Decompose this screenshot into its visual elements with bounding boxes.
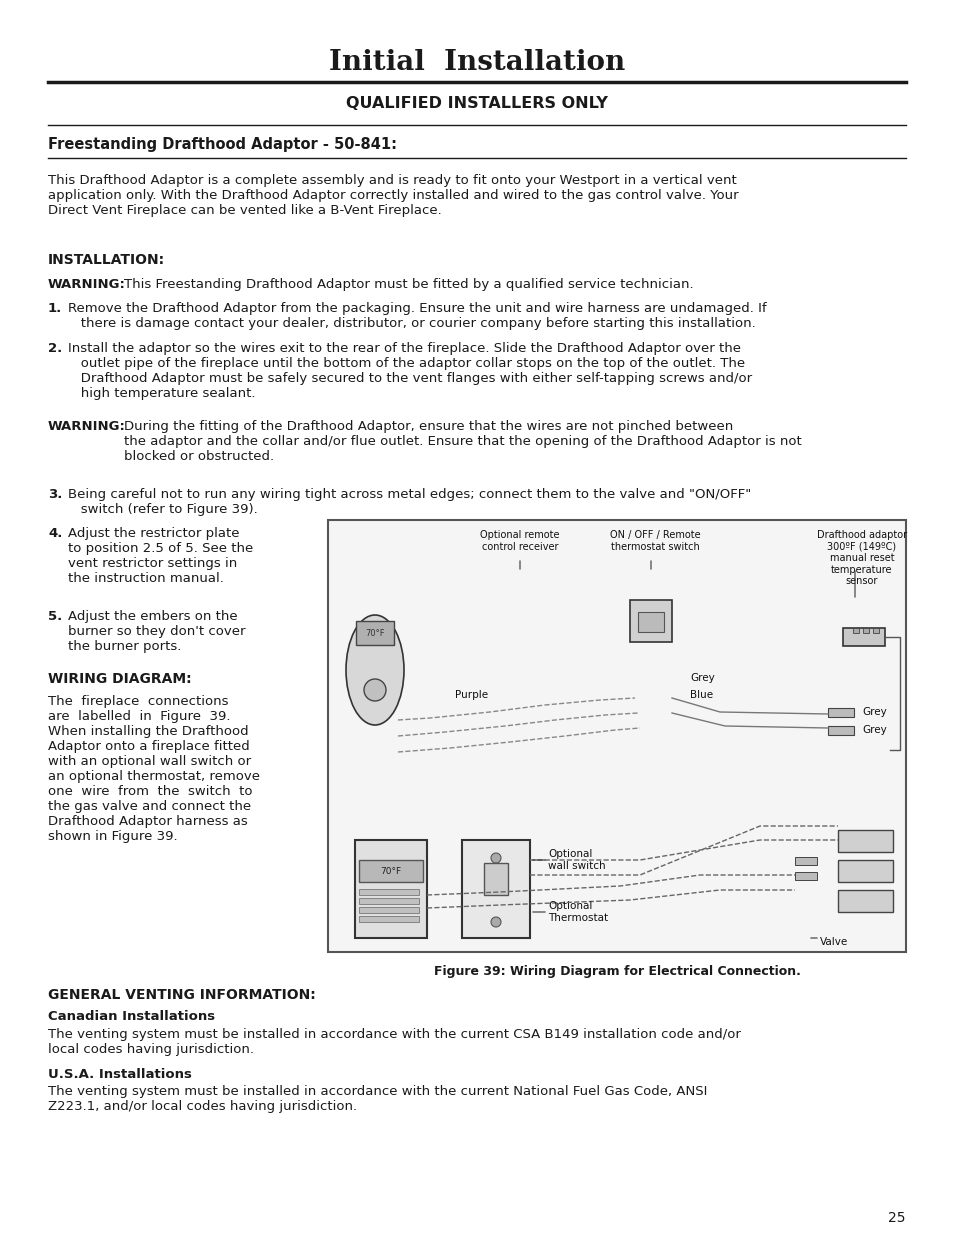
Bar bbox=[358, 889, 418, 895]
Bar bbox=[328, 520, 905, 952]
Text: Adjust the restrictor plate
to position 2.5 of 5. See the
vent restrictor settin: Adjust the restrictor plate to position … bbox=[68, 527, 253, 585]
Bar bbox=[794, 857, 816, 864]
Text: QUALIFIED INSTALLERS ONLY: QUALIFIED INSTALLERS ONLY bbox=[346, 95, 607, 110]
Text: Install the adaptor so the wires exit to the rear of the fireplace. Slide the Dr: Install the adaptor so the wires exit to… bbox=[68, 342, 751, 400]
Text: Initial  Installation: Initial Installation bbox=[329, 48, 624, 75]
Bar bbox=[358, 860, 422, 882]
Text: 4.: 4. bbox=[48, 527, 62, 540]
Text: Optional remote
control receiver: Optional remote control receiver bbox=[479, 530, 559, 552]
Bar bbox=[837, 830, 892, 852]
Text: Adjust the embers on the
burner so they don't cover
the burner ports.: Adjust the embers on the burner so they … bbox=[68, 610, 245, 653]
Text: Purple: Purple bbox=[455, 690, 488, 700]
Ellipse shape bbox=[346, 615, 403, 725]
Bar bbox=[837, 860, 892, 882]
Bar bbox=[862, 629, 868, 634]
Text: 2.: 2. bbox=[48, 342, 62, 354]
Text: 25: 25 bbox=[887, 1212, 905, 1225]
Text: 70°F: 70°F bbox=[365, 629, 384, 637]
Text: This Freestanding Drafthood Adaptor must be fitted by a qualified service techni: This Freestanding Drafthood Adaptor must… bbox=[124, 278, 693, 291]
Text: Drafthood adaptor
300ºF (149ºC)
manual reset
temperature
sensor: Drafthood adaptor 300ºF (149ºC) manual r… bbox=[816, 530, 906, 587]
Ellipse shape bbox=[491, 918, 500, 927]
Text: Being careful not to run any wiring tight across metal edges; connect them to th: Being careful not to run any wiring tigh… bbox=[68, 488, 750, 516]
Bar bbox=[483, 863, 507, 895]
Bar bbox=[872, 629, 878, 634]
Bar bbox=[629, 600, 671, 642]
Text: Freestanding Drafthood Adaptor - 50-841:: Freestanding Drafthood Adaptor - 50-841: bbox=[48, 137, 396, 152]
Text: U.S.A. Installations: U.S.A. Installations bbox=[48, 1068, 192, 1081]
Text: The venting system must be installed in accordance with the current National Fue: The venting system must be installed in … bbox=[48, 1086, 706, 1113]
Text: Remove the Drafthood Adaptor from the packaging. Ensure the unit and wire harnes: Remove the Drafthood Adaptor from the pa… bbox=[68, 303, 766, 330]
Bar bbox=[827, 708, 853, 718]
Text: ON / OFF / Remote
thermostat switch: ON / OFF / Remote thermostat switch bbox=[609, 530, 700, 552]
Text: Canadian Installations: Canadian Installations bbox=[48, 1010, 214, 1023]
Bar bbox=[638, 613, 663, 632]
Bar bbox=[461, 840, 530, 939]
Text: 1.: 1. bbox=[48, 303, 62, 315]
Text: Grey: Grey bbox=[862, 706, 886, 718]
Bar bbox=[842, 629, 884, 646]
Bar bbox=[837, 890, 892, 911]
Text: This Drafthood Adaptor is a complete assembly and is ready to fit onto your West: This Drafthood Adaptor is a complete ass… bbox=[48, 174, 738, 217]
Bar bbox=[355, 840, 427, 939]
Bar bbox=[358, 916, 418, 923]
Text: Grey: Grey bbox=[862, 725, 886, 735]
Text: Optional
Thermostat: Optional Thermostat bbox=[547, 902, 607, 923]
Text: WIRING DIAGRAM:: WIRING DIAGRAM: bbox=[48, 672, 192, 685]
Bar bbox=[358, 898, 418, 904]
Bar bbox=[358, 906, 418, 913]
Text: Optional
wall switch: Optional wall switch bbox=[547, 850, 605, 871]
Bar bbox=[794, 872, 816, 881]
Ellipse shape bbox=[364, 679, 386, 701]
Bar bbox=[355, 621, 394, 645]
Bar bbox=[827, 726, 853, 735]
Text: 5.: 5. bbox=[48, 610, 62, 622]
Text: WARNING:: WARNING: bbox=[48, 420, 126, 433]
Text: GENERAL VENTING INFORMATION:: GENERAL VENTING INFORMATION: bbox=[48, 988, 315, 1002]
Text: Grey: Grey bbox=[689, 673, 714, 683]
Ellipse shape bbox=[491, 853, 500, 863]
Text: WARNING:: WARNING: bbox=[48, 278, 126, 291]
Text: 3.: 3. bbox=[48, 488, 62, 501]
Text: Valve: Valve bbox=[820, 937, 847, 947]
Text: The  fireplace  connections
are  labelled  in  Figure  39.
When installing the D: The fireplace connections are labelled i… bbox=[48, 695, 260, 844]
Text: During the fitting of the Drafthood Adaptor, ensure that the wires are not pinch: During the fitting of the Drafthood Adap… bbox=[124, 420, 801, 463]
Text: The venting system must be installed in accordance with the current CSA B149 ins: The venting system must be installed in … bbox=[48, 1028, 740, 1056]
Text: 70°F: 70°F bbox=[380, 867, 401, 876]
Text: Blue: Blue bbox=[689, 690, 713, 700]
Text: Figure 39: Wiring Diagram for Electrical Connection.: Figure 39: Wiring Diagram for Electrical… bbox=[433, 965, 800, 978]
Text: INSTALLATION:: INSTALLATION: bbox=[48, 253, 165, 267]
Bar bbox=[852, 629, 858, 634]
